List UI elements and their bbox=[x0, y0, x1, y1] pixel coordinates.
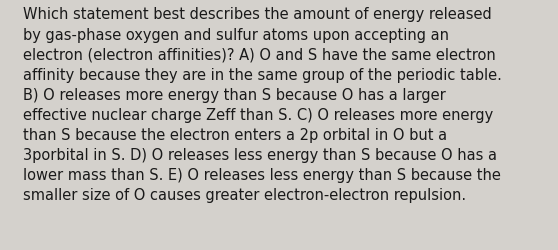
Text: Which statement best describes the amount of energy released
by gas-phase oxygen: Which statement best describes the amoun… bbox=[23, 8, 502, 202]
